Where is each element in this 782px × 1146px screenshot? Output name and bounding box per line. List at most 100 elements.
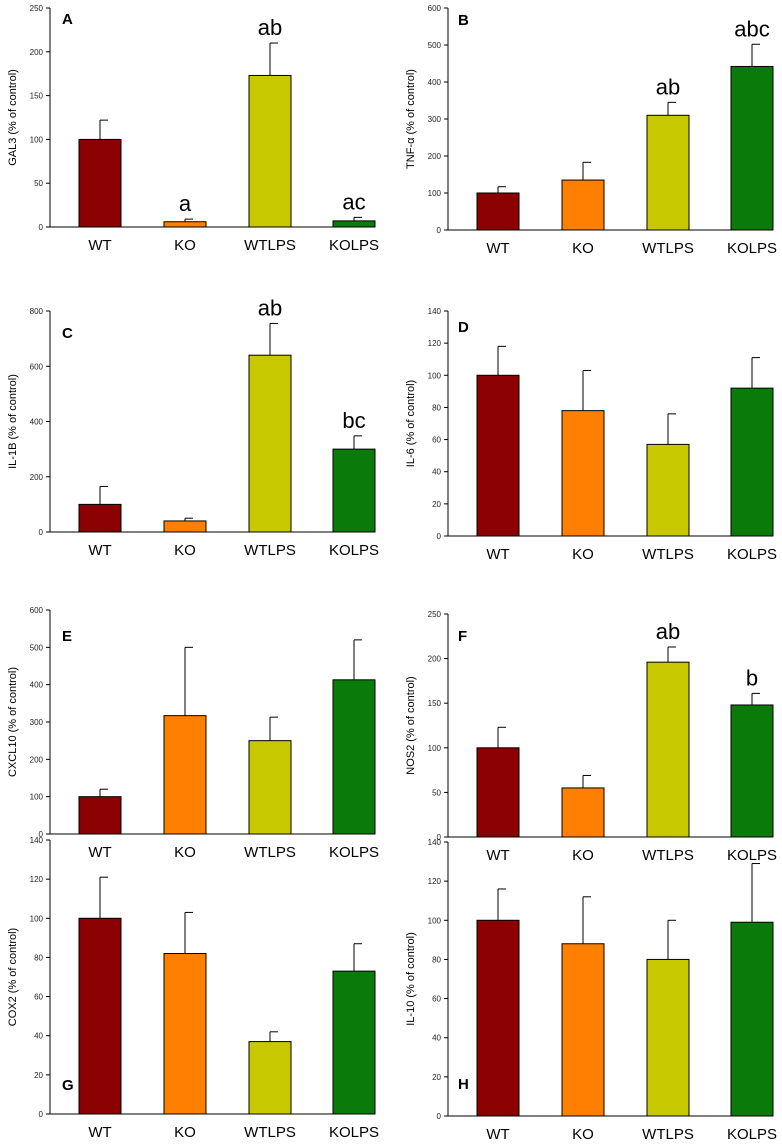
category-label-kolps: KOLPS — [329, 237, 379, 254]
panel-letter: A — [62, 11, 73, 28]
bar-wt — [78, 503, 122, 533]
panel-letter: E — [62, 628, 72, 645]
y-tick-label: 80 — [34, 953, 43, 962]
bar-ko — [561, 179, 605, 231]
category-label-wtlps: WTLPS — [244, 1124, 296, 1141]
category-label-kolps: KOLPS — [329, 1124, 379, 1141]
category-label-wtlps: WTLPS — [244, 237, 296, 254]
y-tick-label: 200 — [30, 473, 44, 482]
y-tick-label: 120 — [428, 339, 442, 348]
y-tick-label: 80 — [432, 403, 441, 412]
y-tick-label: 20 — [432, 500, 441, 509]
y-tick-label: 120 — [30, 875, 44, 884]
significance-label-wtlps: ab — [656, 74, 680, 99]
panel-a: 0 50 100 150 200 250 GAL3 (% of control) A WT KO a… — [7, 4, 379, 254]
category-label-kolps: KOLPS — [727, 546, 777, 563]
bar-wtlps — [248, 354, 292, 533]
y-tick-label: 0 — [39, 1110, 44, 1119]
significance-label-kolps: b — [746, 665, 758, 690]
y-tick-label: 0 — [437, 1112, 442, 1121]
y-tick-label: 200 — [30, 48, 44, 57]
category-label-kolps: KOLPS — [329, 844, 379, 861]
y-tick-label: 150 — [428, 699, 442, 708]
panel-letter: F — [458, 628, 467, 645]
y-tick-label: 400 — [428, 78, 442, 87]
y-tick-label: 100 — [30, 914, 44, 923]
significance-label-wtlps: ab — [258, 295, 282, 320]
y-tick-label: 100 — [30, 135, 44, 144]
y-tick-label: 0 — [39, 528, 44, 537]
category-label-ko: KO — [174, 237, 196, 254]
y-axis-title: IL-1B (% of control) — [7, 374, 19, 469]
y-tick-label: 0 — [437, 532, 442, 541]
significance-label-kolps: abc — [734, 16, 769, 41]
y-tick-label: 200 — [30, 755, 44, 764]
y-tick-label: 140 — [428, 838, 442, 847]
y-tick-label: 250 — [30, 4, 44, 13]
bar-wtlps — [646, 443, 690, 537]
bar-wt — [476, 747, 520, 838]
category-label-ko: KO — [572, 847, 594, 864]
y-tick-label: 600 — [30, 606, 44, 615]
y-tick-label: 500 — [428, 41, 442, 50]
panel-letter: D — [458, 319, 469, 336]
bar-ko — [163, 953, 207, 1115]
bar-ko — [561, 410, 605, 537]
bar-wt — [78, 138, 122, 228]
y-tick-label: 20 — [34, 1071, 43, 1080]
panel-letter: C — [62, 325, 73, 342]
category-label-wt: WT — [486, 240, 509, 257]
y-axis-title: COX2 (% of control) — [7, 928, 19, 1026]
y-tick-label: 500 — [30, 643, 44, 652]
y-tick-label: 0 — [437, 226, 442, 235]
y-tick-label: 400 — [30, 681, 44, 690]
bar-kolps — [730, 704, 774, 838]
category-label-wt: WT — [88, 1124, 111, 1141]
y-axis-title: CXCL10 (% of control) — [7, 667, 19, 777]
category-label-wt: WT — [88, 237, 111, 254]
category-label-wt: WT — [88, 542, 111, 559]
category-label-ko: KO — [174, 1124, 196, 1141]
bar-ko — [163, 520, 207, 533]
category-label-ko: KO — [572, 546, 594, 563]
bar-kolps — [730, 921, 774, 1117]
panel-e: 0 100 200 300 400 500 600 CXCL10 (% of control)… — [7, 606, 379, 861]
y-axis-title: NOS2 (% of control) — [405, 676, 417, 774]
category-label-wt: WT — [486, 1126, 509, 1143]
panel-d: 0 20 40 60 80 100 120 140 IL-6 (% of control) D WT… — [405, 307, 777, 563]
bar-kolps — [332, 220, 376, 228]
bar-ko — [163, 221, 207, 228]
y-axis-title: TNF-α (% of control) — [405, 69, 417, 169]
y-tick-label: 400 — [30, 418, 44, 427]
category-label-kolps: KOLPS — [727, 1126, 777, 1143]
y-tick-label: 60 — [34, 993, 43, 1002]
bar-wt — [78, 796, 122, 835]
bar-wt — [78, 917, 122, 1115]
y-tick-label: 600 — [30, 362, 44, 371]
y-tick-label: 200 — [428, 152, 442, 161]
category-label-wt: WT — [486, 546, 509, 563]
y-tick-label: 20 — [432, 1073, 441, 1082]
bar-wtlps — [248, 1041, 292, 1115]
category-label-ko: KO — [174, 542, 196, 559]
y-tick-label: 300 — [428, 115, 442, 124]
category-label-kolps: KOLPS — [727, 240, 777, 257]
y-tick-label: 250 — [428, 610, 442, 619]
panel-c: 0 200 400 600 800 IL-1B (% of control) C WT KO WT… — [7, 295, 379, 559]
bar-wt — [476, 919, 520, 1117]
panel-g: 0 20 40 60 80 100 120 140 COX2 (% of control) G WT… — [7, 836, 379, 1141]
bar-kolps — [332, 970, 376, 1115]
y-tick-label: 40 — [432, 1034, 441, 1043]
panel-b: 0 100 200 300 400 500 600 TNF-α (% of control) B… — [405, 4, 777, 257]
y-tick-label: 800 — [30, 307, 44, 316]
category-label-wt: WT — [486, 847, 509, 864]
category-label-wtlps: WTLPS — [642, 546, 694, 563]
category-label-wt: WT — [88, 844, 111, 861]
category-label-kolps: KOLPS — [329, 542, 379, 559]
panel-f: 0 50 100 150 200 250 NOS2 (% of control) F WT KO W… — [405, 610, 777, 864]
y-tick-label: 0 — [437, 833, 442, 842]
category-label-wtlps: WTLPS — [642, 1126, 694, 1143]
category-label-ko: KO — [572, 240, 594, 257]
y-tick-label: 100 — [30, 793, 44, 802]
y-axis-title: IL-6 (% of control) — [405, 380, 417, 467]
